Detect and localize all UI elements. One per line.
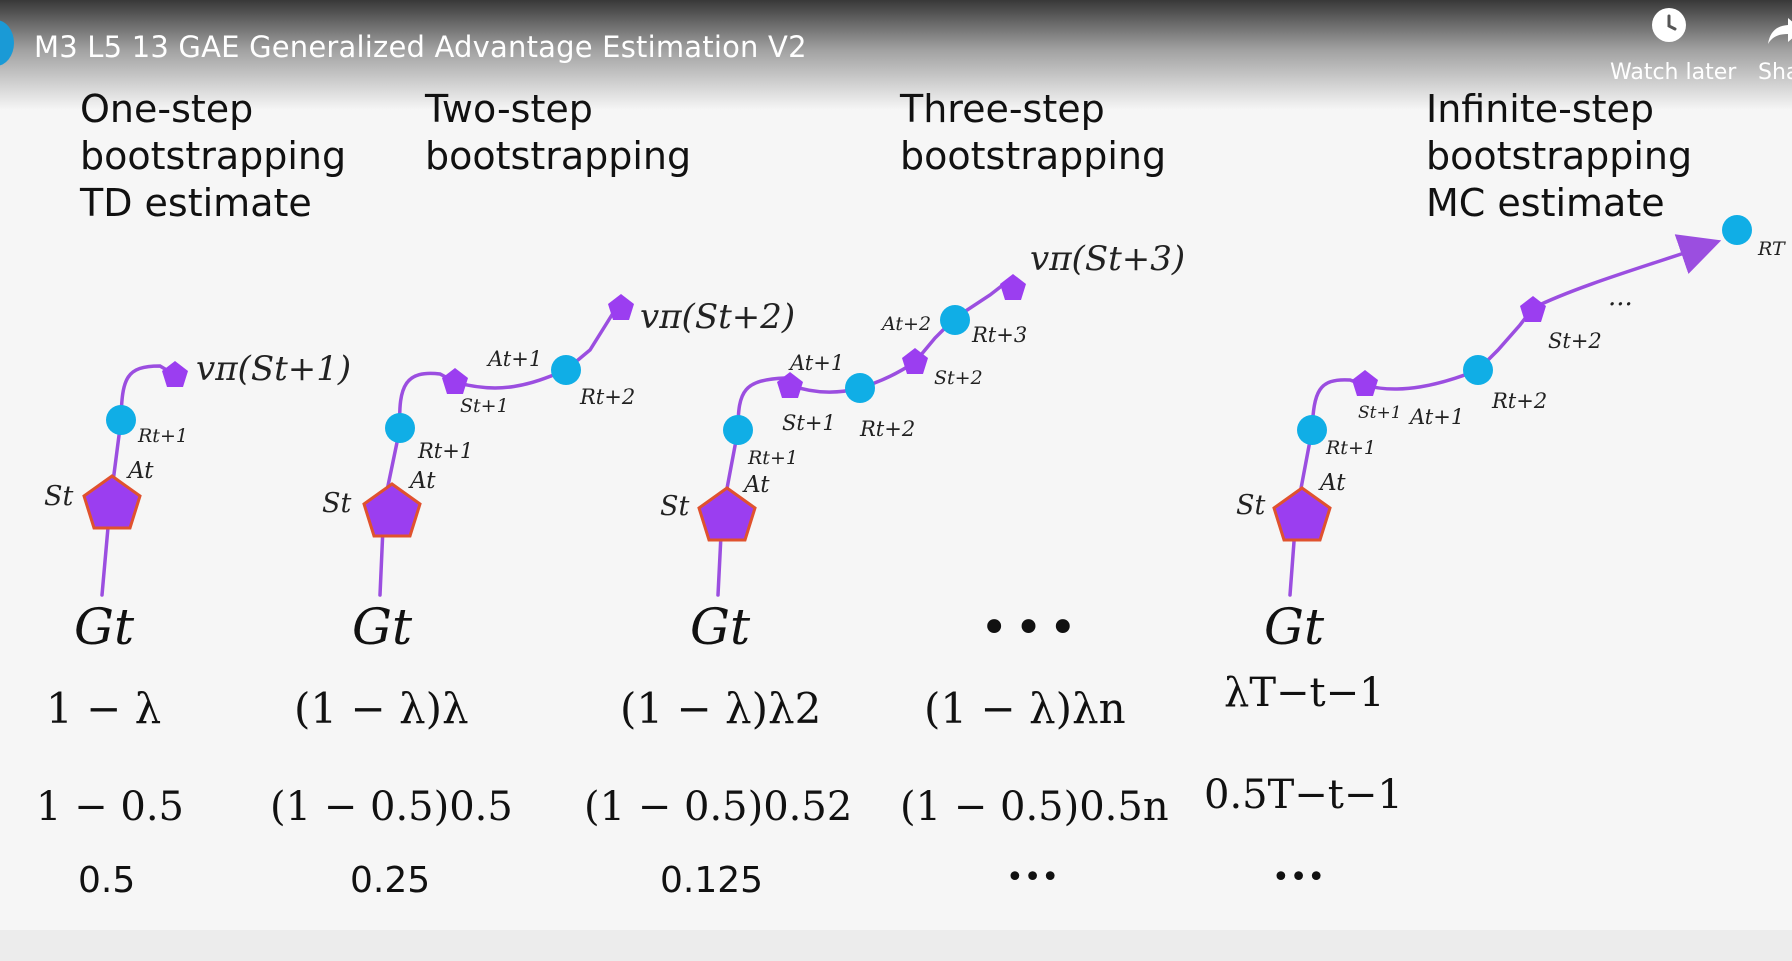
heading-line: Three-step [900, 87, 1105, 131]
heading-line: bootstrapping [900, 134, 1167, 178]
state-node [1352, 370, 1378, 396]
return-gt: Gt [1264, 598, 1325, 656]
node-label: Rt+3 [971, 323, 1027, 347]
heading-line: TD estimate [80, 181, 312, 225]
reward-node [1297, 415, 1327, 445]
weight-value: 0.5 [78, 860, 136, 901]
state-node [1000, 274, 1026, 300]
node-label: St [1236, 490, 1265, 521]
node-label: St [322, 488, 351, 519]
return-gt: Gt [690, 598, 751, 656]
heading-line: Infinite-step [1426, 87, 1655, 131]
node-label: Rt+1 [137, 425, 188, 447]
heading-line: bootstrapping [80, 134, 347, 178]
weight-example: 0.5T−t−1 [1204, 772, 1403, 818]
share-label: Sha [1758, 60, 1792, 85]
return-gt: Gt [74, 598, 135, 656]
reward-node [1463, 355, 1493, 385]
node-label: St+2 [934, 367, 983, 389]
node-label: Rt+2 [1491, 389, 1547, 413]
share-button[interactable]: Sha [1752, 8, 1792, 88]
share-icon [1768, 18, 1792, 44]
node-label: At [408, 468, 436, 494]
state-node [902, 348, 928, 374]
weight-example: (1 − 0.5)0.5 [270, 784, 513, 830]
heading-line: bootstrapping [1426, 134, 1693, 178]
state-node [162, 361, 188, 387]
watch-later-label: Watch later [1610, 60, 1737, 85]
state-node [777, 372, 803, 398]
node-label: St+2 [1548, 329, 1602, 353]
heading-line: One-step [80, 87, 254, 131]
weight-value: ••• [1006, 860, 1060, 895]
heading-line: bootstrapping [425, 134, 692, 178]
state-node [608, 294, 634, 320]
node-label: vπ(St+1) [196, 349, 351, 389]
state-node-st [362, 482, 422, 538]
node-label: At+1 [788, 351, 844, 375]
ellipsis: ••• [980, 600, 1083, 656]
node-label: Rt+1 [747, 447, 798, 469]
watch-later-button[interactable]: Watch later [1606, 8, 1736, 88]
channel-avatar[interactable] [0, 20, 14, 66]
heading-three-step: Three-step bootstrapping [900, 86, 1166, 180]
node-label: At [1318, 470, 1346, 496]
weight-formula: 1 − λ [46, 684, 162, 733]
node-label: St [44, 481, 73, 512]
weight-value: 0.25 [350, 860, 431, 901]
node-label: At+2 [880, 313, 931, 335]
node-label: St+1 [1358, 403, 1402, 423]
state-node-st [1272, 486, 1332, 542]
node-label: At+1 [486, 347, 542, 371]
node-label: St+1 [460, 395, 509, 417]
node-label: At+1 [1408, 405, 1464, 429]
weight-formula: λT−t−1 [1224, 670, 1385, 716]
node-label: St [660, 491, 689, 522]
video-title[interactable]: M3 L5 13 GAE Generalized Advantage Estim… [34, 30, 807, 64]
heading-line: MC estimate [1426, 181, 1665, 225]
weight-example: 1 − 0.5 [36, 784, 185, 830]
reward-node [723, 415, 753, 445]
weight-value: 0.125 [660, 860, 764, 901]
player-top-bar [0, 0, 1792, 110]
weight-formula: (1 − λ)λ [294, 684, 469, 733]
state-node [442, 368, 468, 394]
state-node-st [82, 474, 142, 530]
node-label: Rt+2 [579, 385, 635, 409]
reward-node [1722, 215, 1752, 245]
reward-node [940, 305, 970, 335]
node-label: Rt+1 [417, 439, 473, 463]
clock-icon [1652, 8, 1686, 42]
reward-node [845, 373, 875, 403]
node-label: vπ(St+2) [640, 297, 795, 337]
weight-formula: (1 − λ)λ2 [620, 684, 822, 733]
weight-example: (1 − 0.5)0.5n [900, 784, 1169, 830]
reward-node [385, 413, 415, 443]
node-label: At [742, 472, 770, 498]
weight-formula: (1 − λ)λn [924, 684, 1126, 733]
heading-one-step: One-step bootstrapping TD estimate [80, 86, 346, 227]
state-node [1520, 296, 1546, 322]
node-label: ... [1608, 282, 1633, 312]
node-label: Rt+2 [859, 417, 915, 441]
node-label: RT [1757, 238, 1786, 260]
node-label: vπ(St+3) [1030, 239, 1185, 279]
reward-node [106, 405, 136, 435]
state-node-st [697, 486, 757, 542]
node-label: Rt+1 [1325, 437, 1376, 459]
weight-example: (1 − 0.5)0.52 [584, 784, 853, 830]
player-bottom-strip [0, 930, 1792, 961]
heading-two-step: Two-step bootstrapping [425, 86, 691, 180]
reward-node [551, 355, 581, 385]
node-label: At [126, 458, 154, 484]
node-label: St+1 [782, 411, 836, 435]
weight-value: ••• [1272, 860, 1326, 895]
return-gt: Gt [352, 598, 413, 656]
heading-infinite-step: Infinite-step bootstrapping MC estimate [1426, 86, 1692, 227]
heading-line: Two-step [425, 87, 593, 131]
